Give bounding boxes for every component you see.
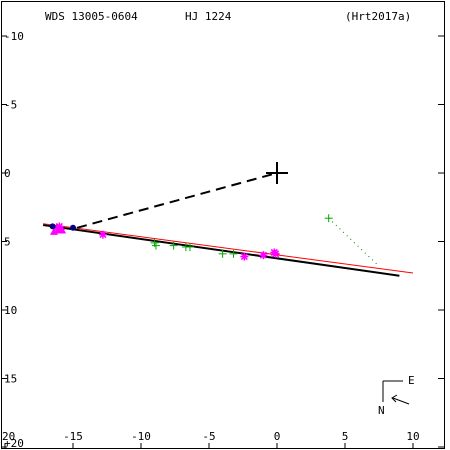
point-plus-0-3 <box>169 241 178 250</box>
point-asterisk-1-3 <box>98 230 107 239</box>
dashed-line <box>76 172 278 229</box>
point-circle-3-1 <box>49 223 56 230</box>
y-tick-label-1: -5 <box>4 99 17 112</box>
y-tick-label-2: 0 <box>4 167 11 180</box>
x-tick-label-5: 5 <box>342 430 349 443</box>
point-asterisk-1-6 <box>271 249 280 258</box>
x-tick-label-1: -15 <box>63 430 83 443</box>
point-asterisk-1-7-d2 <box>259 251 267 259</box>
y-tick-label-0: -10 <box>4 30 24 43</box>
header-right-label: (Hrt2017a) <box>345 10 411 23</box>
x-tick-label-6: 10 <box>406 430 419 443</box>
point-asterisk-1-7 <box>259 251 268 260</box>
compass-north-label: N <box>378 404 385 417</box>
compass: E N <box>378 374 415 417</box>
y-tick-label-5: 15 <box>4 373 17 386</box>
marks-group <box>49 214 333 261</box>
y-tick-label-4: 10 <box>4 304 17 317</box>
motion-arrow-head <box>391 394 398 403</box>
point-circle-3-0 <box>70 224 76 231</box>
point-asterisk-1-4 <box>240 252 249 261</box>
point-asterisk-1-3-d2 <box>99 231 107 239</box>
point-plus-0-5 <box>185 242 194 251</box>
x-tick-label-2: -10 <box>131 430 151 443</box>
header-left-label: WDS 13005-0604 <box>45 10 138 23</box>
point-plus-0-2 <box>151 241 160 250</box>
point-asterisk-1-6-d2 <box>272 250 280 258</box>
point-triangle-2-2 <box>58 226 67 234</box>
x-tick-label-4: 0 <box>274 430 281 443</box>
point-asterisk-1-4-d2 <box>240 253 248 261</box>
motion-arrow-shaft <box>392 397 410 405</box>
y-tick-label-6: +20 <box>4 437 24 450</box>
axes-group: 20 -15 -10 -5 0 5 10 -10 -5 0 5 10 15 +20 <box>1 30 444 450</box>
compass-east-label: E <box>408 374 415 387</box>
point-plus-0-6 <box>218 249 227 258</box>
y-tick-label-3: 5 <box>4 236 11 249</box>
header-center-label: HJ 1224 <box>185 10 232 23</box>
x-tick-label-3: -5 <box>202 430 215 443</box>
point-plus-0-0 <box>324 214 333 223</box>
x-tick-label-0: 20 <box>2 430 15 443</box>
point-plus-0-7 <box>229 249 238 258</box>
